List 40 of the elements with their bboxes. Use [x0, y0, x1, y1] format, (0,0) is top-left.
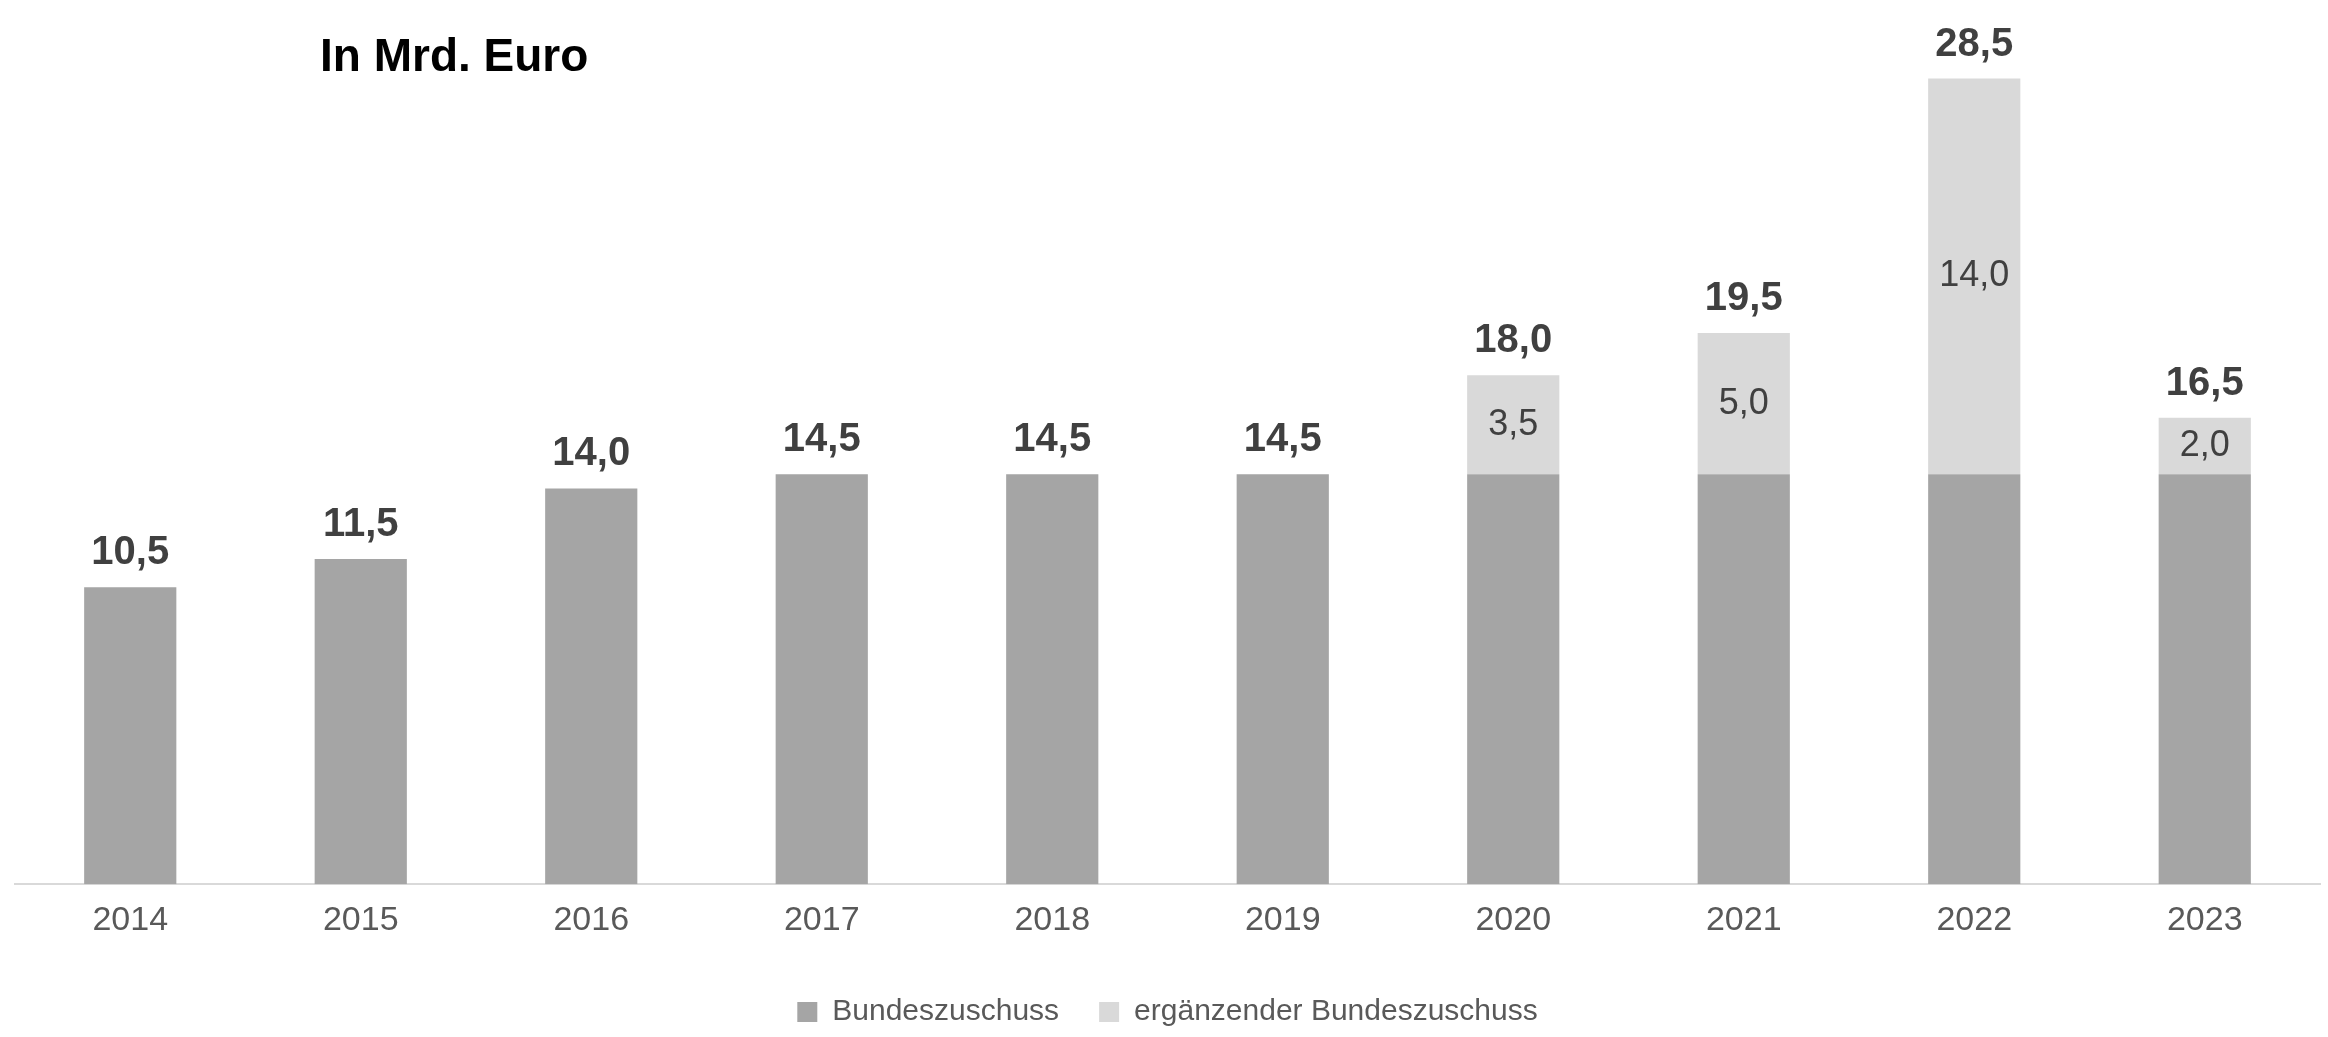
- bar: [1697, 474, 1790, 885]
- total-label: 19,5: [1704, 273, 1783, 318]
- x-tick-label: 2021: [1705, 898, 1782, 937]
- bar: [1236, 474, 1329, 885]
- total-label: 14,5: [1013, 415, 1092, 460]
- data-label: 2,0: [2179, 422, 2230, 464]
- x-tick-label: 2016: [553, 898, 630, 937]
- x-tick-label: 2018: [1014, 898, 1091, 937]
- bar: [1697, 332, 1790, 475]
- chart-title: In Mrd. Euro: [320, 28, 589, 82]
- total-label: 18,0: [1474, 316, 1553, 361]
- total-label: 28,5: [1935, 19, 2014, 64]
- x-tick-label: 2014: [92, 898, 169, 937]
- bar: [84, 587, 177, 885]
- x-tick-label: 2020: [1475, 898, 1552, 937]
- data-label: 5,0: [1718, 380, 1769, 422]
- legend-label: Bundeszuschuss: [832, 993, 1060, 1027]
- total-label: 11,5: [322, 500, 399, 545]
- x-tick-label: 2023: [2166, 898, 2243, 937]
- legend-label: ergänzender Bundeszuschuss: [1134, 993, 1538, 1027]
- total-label: 14,5: [782, 415, 861, 460]
- bar: [1928, 474, 2021, 885]
- total-label: 16,5: [2165, 358, 2244, 403]
- bar: [545, 488, 638, 885]
- bar: [1006, 474, 1099, 885]
- total-label: 10,5: [91, 528, 170, 573]
- bar: [314, 559, 407, 885]
- data-label: 3,5: [1488, 401, 1539, 443]
- x-tick-label: 2017: [783, 898, 860, 937]
- bar: [1467, 375, 1560, 475]
- bar: [1928, 78, 2021, 475]
- total-label: 14,0: [552, 429, 631, 474]
- total-label: 14,5: [1243, 415, 1322, 460]
- x-tick-label: 2019: [1244, 898, 1321, 937]
- bar: [1467, 474, 1560, 885]
- bar: [775, 474, 868, 885]
- x-tick-label: 2015: [322, 898, 399, 937]
- x-tick-label: 2022: [1936, 898, 2013, 937]
- bar: [2158, 474, 2251, 885]
- data-label: 14,0: [1939, 253, 2010, 295]
